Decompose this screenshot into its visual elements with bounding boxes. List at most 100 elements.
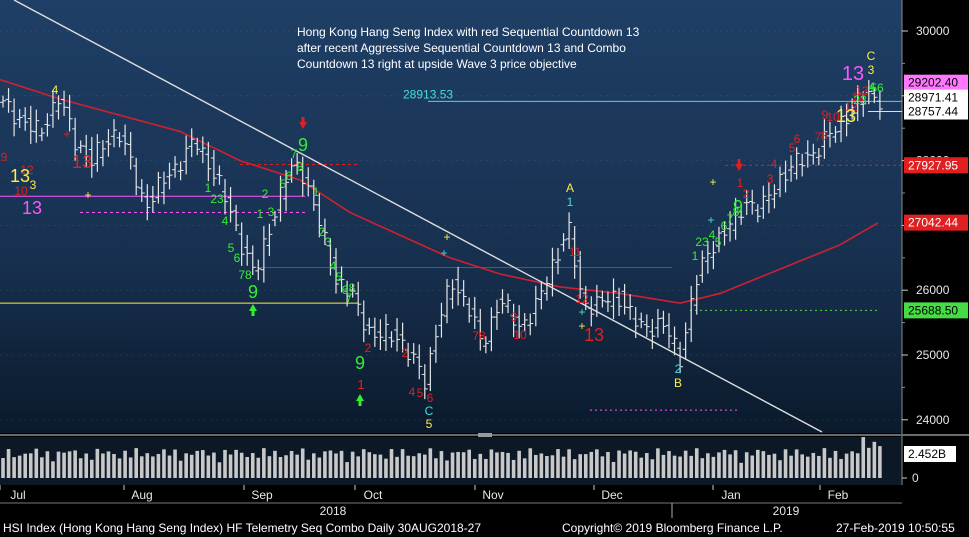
volume-bar: [23, 453, 27, 478]
title-line-3: Countdown 13 right at upside Wave 3 pric…: [297, 57, 577, 71]
volume-bar: [739, 462, 743, 478]
volume-bar: [567, 449, 571, 478]
countdown-label: 3: [325, 235, 332, 249]
volume-bar: [633, 451, 638, 478]
arrow-stem: [251, 311, 255, 316]
countdown-label: 10: [14, 184, 28, 198]
volume-bar: [62, 452, 66, 478]
volume-bar: [495, 452, 499, 478]
countdown-label: 13: [836, 106, 856, 126]
price-badge-text: 28971.41: [908, 91, 958, 105]
volume-bar: [350, 451, 355, 478]
volume-bar: [472, 459, 477, 478]
volume-bar: [295, 454, 299, 478]
price-bars: [0, 79, 883, 400]
countdown-label: 23: [695, 235, 709, 249]
volume-bar: [123, 450, 127, 478]
price-badge: [904, 214, 968, 231]
volume-bar: [1, 458, 5, 478]
volume-bar: [112, 454, 116, 478]
x-year-label: 2018: [320, 504, 347, 518]
volume-bar: [189, 454, 194, 478]
volume-bar: [500, 451, 505, 478]
volume-bar: [206, 455, 211, 478]
volume-tick-zero: 0: [912, 471, 919, 485]
countdown-label: 78: [472, 329, 486, 343]
countdown-label: 6: [286, 169, 293, 183]
footer-right: 27-Feb-2019 10:50:55: [836, 521, 955, 535]
volume-bar: [761, 451, 766, 478]
price-badge-text: 27927.95: [908, 158, 958, 172]
countdown-label: 7: [815, 130, 822, 144]
volume-bar: [867, 447, 871, 478]
arrow-stem: [301, 117, 305, 122]
volume-bar: [750, 455, 755, 478]
volume-bar: [101, 453, 105, 478]
footer-center: Copyright© 2019 Bloomberg Finance L.P.: [562, 521, 783, 535]
countdown-label: 12: [575, 292, 589, 306]
volume-bar: [645, 453, 649, 478]
countdown-label: 8: [349, 281, 356, 295]
volume-bar: [73, 450, 77, 478]
volume-bar: [228, 454, 233, 478]
countdown-label: +: [709, 175, 716, 189]
volume-bar: [650, 459, 655, 478]
volume-bar: [872, 441, 877, 478]
volume-bar: [395, 456, 399, 478]
volume-bar: [417, 453, 422, 478]
volume-bar: [678, 456, 682, 478]
buy-arrow-icon: [249, 304, 257, 311]
volume-bar: [539, 453, 544, 478]
volume-bar: [400, 449, 405, 478]
volume-bar: [722, 449, 727, 478]
volume-bar: [839, 458, 843, 478]
volume-bar: [145, 453, 150, 478]
volume-bar: [51, 461, 55, 478]
volume-bar: [817, 455, 821, 478]
countdown-label: 1: [737, 176, 744, 190]
countdown-label: 9: [822, 108, 829, 122]
volume-bar: [117, 458, 122, 478]
x-month-label: Sep: [251, 488, 273, 502]
countdown-label: 2: [319, 225, 326, 239]
countdown-label: 9: [248, 282, 258, 302]
volume-bar: [550, 455, 555, 478]
footer: HSI Index (Hong Kong Hang Seng Index) HF…: [3, 521, 955, 535]
volume-bar: [361, 449, 366, 478]
countdown-label: 7: [727, 212, 734, 226]
volume-bar: [184, 453, 188, 478]
countdown-label: 12: [844, 100, 858, 114]
volume-bar: [78, 458, 83, 478]
countdown-label: 8: [821, 129, 828, 143]
volume-bar: [134, 448, 138, 478]
volume-bar: [700, 458, 705, 478]
volume-bar: [106, 451, 111, 478]
volume-bar: [484, 458, 488, 478]
volume-bar: [861, 437, 866, 478]
y-tick-label: 30000: [916, 24, 950, 38]
volume-bar: [339, 450, 344, 478]
volume-bar: [411, 456, 416, 478]
grid-lines: [0, 30, 902, 421]
volume-bar: [300, 448, 305, 478]
countdown-label: +: [443, 230, 450, 244]
volume-bar: [12, 457, 16, 478]
volume-bar: [672, 455, 677, 478]
volume-bar: [545, 456, 549, 478]
volume-bar: [617, 450, 621, 478]
volume-bar: [445, 460, 449, 478]
volume-bar: [833, 450, 838, 478]
volume-bar: [578, 454, 582, 478]
countdown-label: 4: [222, 214, 229, 228]
countdown-label: 23: [210, 192, 224, 206]
volume-bar: [278, 457, 283, 478]
volume-bar: [195, 450, 200, 478]
countdown-label: 9: [733, 197, 743, 217]
countdown-label: 6: [427, 391, 434, 405]
volume-bar: [728, 454, 732, 478]
volume-bar: [811, 452, 816, 478]
volume-bar: [378, 454, 383, 478]
volume-bar: [828, 457, 832, 478]
countdown-label: 1: [313, 185, 320, 199]
